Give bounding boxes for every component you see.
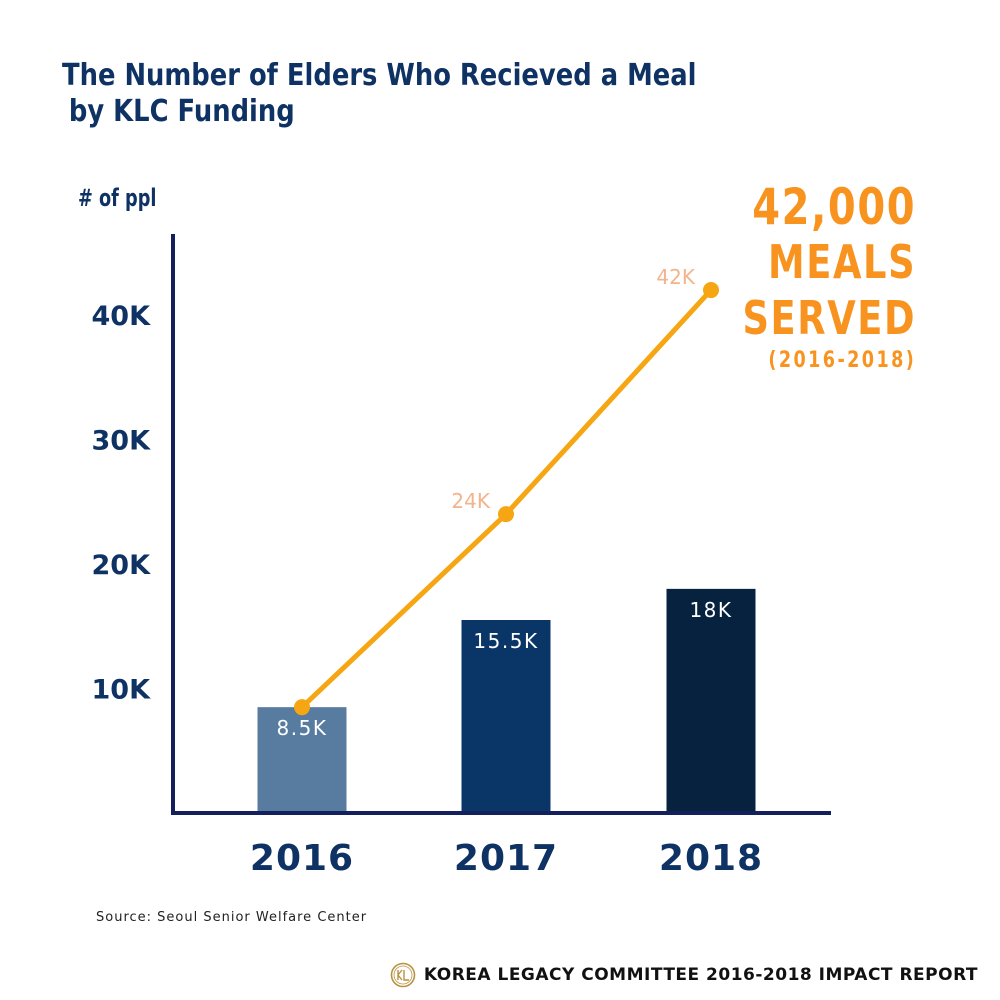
source-note: Source: Seoul Senior Welfare Center bbox=[96, 910, 368, 925]
callout-total: 42,000 bbox=[752, 178, 916, 236]
x-tick-label-2018: 2018 bbox=[659, 838, 763, 879]
line-point-2016 bbox=[294, 699, 310, 716]
bar-label-2018: 18K bbox=[689, 598, 732, 622]
y-tick-label-30K: 30K bbox=[92, 425, 152, 456]
line-point-2017 bbox=[498, 506, 514, 523]
bar-2017 bbox=[461, 620, 551, 813]
callout-meals: MEALS bbox=[767, 235, 916, 289]
line-point-label-2018: 42K bbox=[656, 265, 695, 289]
bar-2016 bbox=[257, 707, 347, 813]
y-tick-label-20K: 20K bbox=[92, 550, 152, 581]
y-axis-label: # of ppl bbox=[78, 184, 157, 212]
y-tick-label-10K: 10K bbox=[92, 674, 152, 705]
bar-label-2016: 8.5K bbox=[277, 716, 328, 740]
bar-label-2017: 15.5K bbox=[473, 629, 538, 653]
klc-seal-icon bbox=[390, 962, 416, 988]
line-point-label-2017: 24K bbox=[451, 489, 490, 513]
callout-period: (2016-2018) bbox=[768, 348, 916, 373]
line-point-2018 bbox=[703, 282, 719, 299]
x-tick-label-2017: 2017 bbox=[454, 838, 558, 879]
x-tick-label-2016: 2016 bbox=[250, 838, 354, 879]
y-tick-label-40K: 40K bbox=[92, 301, 152, 332]
bar-2018 bbox=[666, 588, 756, 813]
meals-callout: 42,000 MEALS SERVED (2016-2018) bbox=[699, 180, 916, 376]
footer-report-title: KOREA LEGACY COMMITTEE 2016-2018 IMPACT … bbox=[423, 965, 978, 985]
chart-title: The Number of Elders Who Recieved a Meal… bbox=[62, 58, 697, 130]
callout-served: SERVED bbox=[742, 291, 916, 345]
footer: KOREA LEGACY COMMITTEE 2016-2018 IMPACT … bbox=[390, 962, 978, 988]
chart-title-line-2: by KLC Funding bbox=[68, 94, 295, 129]
chart-title-line-1: The Number of Elders Who Recieved a Meal bbox=[62, 58, 697, 93]
